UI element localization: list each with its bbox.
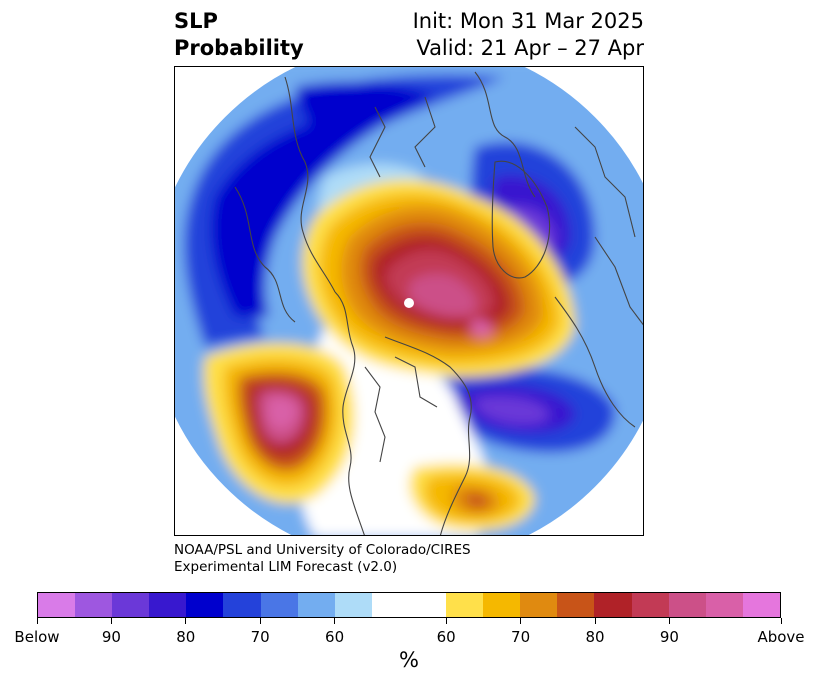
colorbar-unit: % — [399, 648, 419, 672]
colorbar-tick-label: 60 — [436, 628, 456, 646]
colorbar-segment — [75, 593, 113, 617]
init-date: Init: Mon 31 Mar 2025 — [412, 9, 644, 33]
title-product: Probability — [174, 36, 304, 60]
colorbar-tick — [668, 618, 670, 624]
map-panel — [174, 66, 644, 536]
credit-line2: Experimental LIM Forecast (v2.0) — [174, 559, 398, 575]
colorbar-tick — [334, 618, 336, 624]
colorbar-segment — [223, 593, 261, 617]
colorbar-segment — [446, 593, 484, 617]
colorbar-tick — [36, 618, 38, 624]
credit-text: NOAA/PSL and University of Colorado/CIRE… — [174, 542, 471, 576]
credit-line1: NOAA/PSL and University of Colorado/CIRE… — [174, 542, 471, 558]
colorbar-tick — [594, 618, 596, 624]
colorbar-tick — [259, 618, 261, 624]
colorbar-segment — [705, 593, 743, 617]
colorbar-segment — [186, 593, 224, 617]
colorbar-segment — [38, 593, 76, 617]
title-left: SLP Probability — [174, 8, 304, 62]
colorbar-tick-label: 80 — [176, 628, 196, 646]
valid-range: Valid: 21 Apr – 27 Apr — [416, 36, 644, 60]
colorbar-segment — [742, 593, 780, 617]
colorbar-tick-label: 70 — [250, 628, 270, 646]
colorbar-tick-label: Above — [757, 628, 805, 646]
colorbar-tick — [110, 618, 112, 624]
colorbar-tick-label: 90 — [101, 628, 121, 646]
colorbar-segment — [334, 593, 372, 617]
title-variable: SLP — [174, 9, 218, 33]
colorbar-segment — [260, 593, 298, 617]
probability-map — [175, 67, 643, 535]
title-right: Init: Mon 31 Mar 2025 Valid: 21 Apr – 27… — [413, 8, 644, 62]
colorbar-segment — [631, 593, 669, 617]
colorbar-segment — [557, 593, 595, 617]
colorbar-tick-label: Below — [14, 628, 60, 646]
colorbar-tick-label: 60 — [325, 628, 345, 646]
colorbar-tick-label: 90 — [659, 628, 679, 646]
colorbar-segment — [520, 593, 558, 617]
colorbar-tick — [445, 618, 447, 624]
colorbar-segment — [149, 593, 187, 617]
colorbar-tick-label: 80 — [585, 628, 605, 646]
colorbar-segment — [668, 593, 706, 617]
colorbar-segment — [112, 593, 150, 617]
colorbar — [37, 592, 781, 618]
colorbar-tick — [780, 618, 782, 624]
colorbar-tick — [185, 618, 187, 624]
colorbar-segment — [297, 593, 335, 617]
colorbar-segment — [371, 593, 447, 617]
colorbar-tick — [520, 618, 522, 624]
colorbar-tick-label: 70 — [511, 628, 531, 646]
colorbar-segment — [483, 593, 521, 617]
colorbar-segment — [594, 593, 632, 617]
